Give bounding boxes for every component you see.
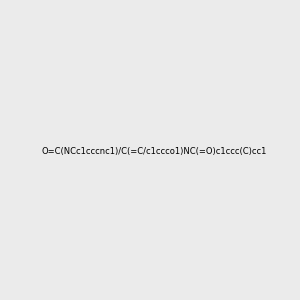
Text: O=C(NCc1cccnc1)/C(=C/c1ccco1)NC(=O)c1ccc(C)cc1: O=C(NCc1cccnc1)/C(=C/c1ccco1)NC(=O)c1ccc… <box>41 147 266 156</box>
